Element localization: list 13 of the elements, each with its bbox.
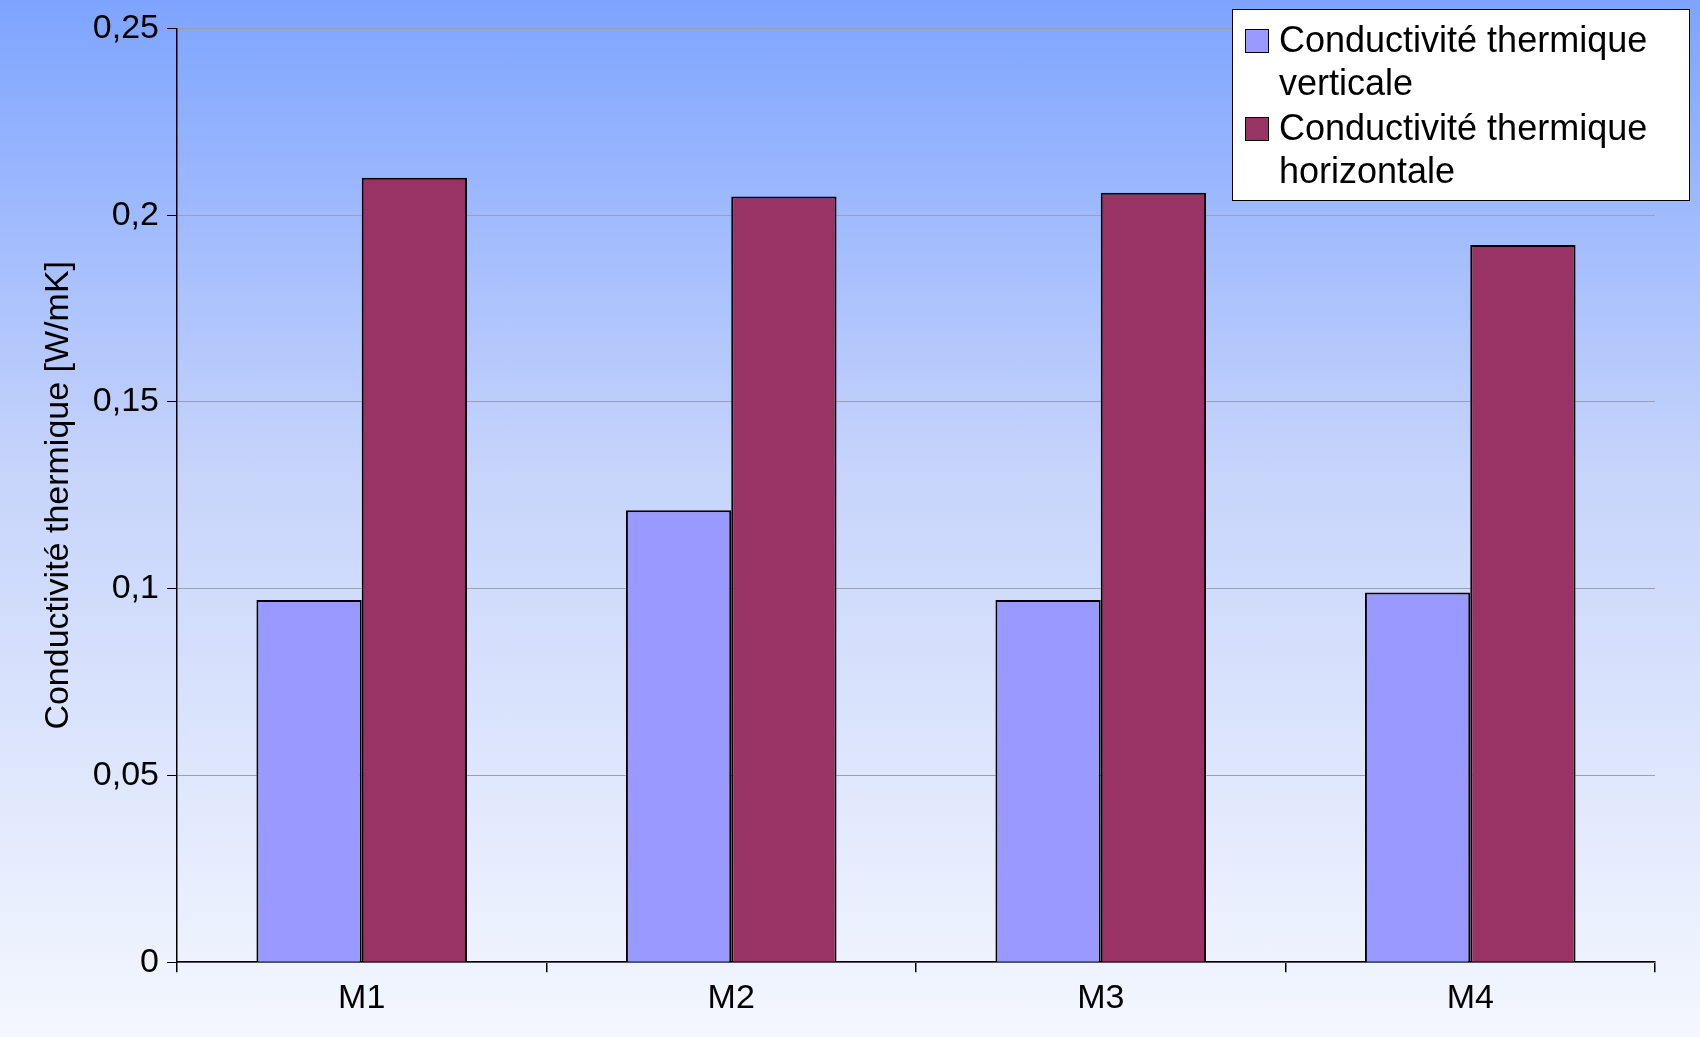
legend-label: Conductivité thermique verticale (1279, 18, 1649, 104)
x-tick-label: M1 (338, 976, 386, 1015)
x-tick-label: M2 (707, 976, 755, 1015)
y-axis-title: Conductivité thermique [W/mK] (36, 260, 75, 730)
x-tick-label: M4 (1446, 976, 1494, 1015)
text: Conductivité thermique horizontale (1279, 106, 1649, 192)
y-tick-label: 0,2 (111, 193, 159, 232)
y-tick-label: 0,25 (92, 6, 159, 45)
y-tick-label: 0,1 (111, 567, 159, 606)
x-tick-label: M3 (1077, 976, 1125, 1015)
y-tick-label: 0,15 (92, 380, 159, 419)
y-tick-label: 0,05 (92, 753, 159, 792)
y-tick-label: 0 (140, 940, 159, 979)
